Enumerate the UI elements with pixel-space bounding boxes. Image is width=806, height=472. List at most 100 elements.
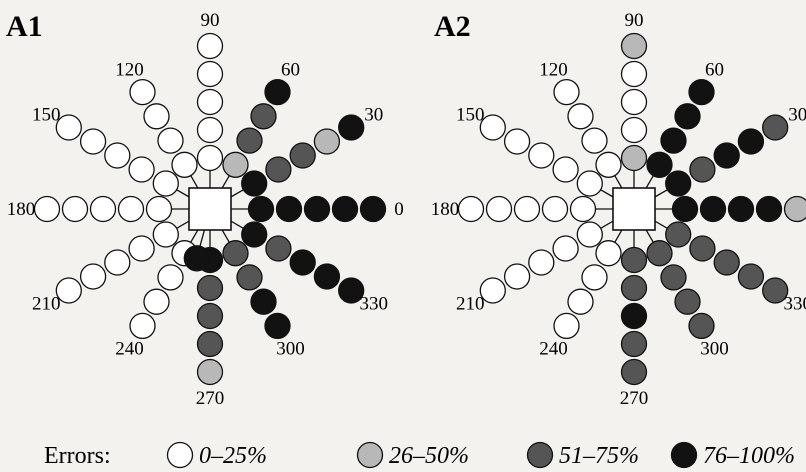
target-circle bbox=[620, 274, 648, 302]
target-circle bbox=[152, 221, 179, 248]
spoke-extra-12 bbox=[199, 229, 206, 247]
target-circle bbox=[145, 195, 173, 223]
target-circle bbox=[727, 195, 755, 223]
angle-label-150: 150 bbox=[32, 105, 61, 126]
target-circle bbox=[247, 195, 275, 223]
target-circle bbox=[331, 195, 359, 223]
target-circle bbox=[241, 170, 268, 197]
target-circle bbox=[620, 88, 648, 116]
angle-label-150: 150 bbox=[456, 105, 485, 126]
angle-label-180: 180 bbox=[431, 199, 460, 220]
target-circle bbox=[660, 127, 687, 154]
target-circle bbox=[183, 245, 210, 272]
target-circle bbox=[552, 156, 579, 183]
target-circle bbox=[275, 195, 303, 223]
target-circle bbox=[196, 330, 224, 358]
target-circle bbox=[783, 195, 806, 223]
target-circle bbox=[528, 249, 555, 276]
angle-label-270: 270 bbox=[620, 388, 649, 409]
target-circle bbox=[250, 288, 277, 315]
target-circle bbox=[128, 235, 155, 262]
angle-label-120: 120 bbox=[115, 60, 144, 81]
target-circle bbox=[755, 195, 783, 223]
angle-label-300: 300 bbox=[700, 338, 729, 359]
target-circle bbox=[196, 358, 224, 386]
target-circle bbox=[665, 170, 692, 197]
target-circle bbox=[104, 142, 131, 169]
target-circle bbox=[737, 128, 765, 155]
target-circle bbox=[55, 114, 82, 141]
target-circle bbox=[265, 235, 292, 262]
target-circle bbox=[61, 195, 89, 223]
target-circle bbox=[157, 264, 184, 291]
target-circle bbox=[553, 312, 580, 340]
target-circle bbox=[143, 288, 170, 315]
target-circle bbox=[236, 264, 263, 291]
target-circle bbox=[762, 114, 789, 141]
target-circle bbox=[569, 195, 597, 223]
target-circle bbox=[552, 235, 579, 262]
target-circle bbox=[620, 60, 648, 88]
target-circle bbox=[689, 235, 716, 262]
target-circle bbox=[152, 170, 179, 197]
legend-label: 51–75% bbox=[559, 443, 639, 469]
target-circle bbox=[674, 103, 701, 130]
target-circle bbox=[129, 312, 156, 340]
target-circle bbox=[222, 151, 249, 178]
target-circle bbox=[89, 195, 117, 223]
panel-label-a1: A1 bbox=[6, 10, 43, 43]
target-circle bbox=[671, 195, 699, 223]
target-circle bbox=[553, 78, 580, 106]
target-circle bbox=[737, 263, 765, 290]
target-circle bbox=[595, 151, 622, 178]
panel-label-a2: A2 bbox=[434, 10, 471, 43]
target-circle bbox=[595, 240, 622, 267]
angle-label-30: 30 bbox=[364, 105, 383, 126]
angle-label-90: 90 bbox=[201, 10, 220, 31]
target-circle bbox=[479, 277, 506, 304]
target-circle bbox=[117, 195, 145, 223]
legend-label: 76–100% bbox=[703, 443, 795, 469]
target-circle bbox=[674, 288, 701, 315]
target-circle bbox=[713, 249, 740, 276]
target-circle bbox=[313, 128, 341, 155]
target-circle bbox=[196, 144, 224, 172]
target-circle bbox=[688, 312, 715, 340]
target-circle bbox=[576, 170, 603, 197]
target-circle bbox=[503, 128, 531, 155]
angle-label-60: 60 bbox=[281, 60, 300, 81]
target-circle bbox=[79, 128, 107, 155]
angle-label-210: 210 bbox=[456, 294, 485, 315]
angle-label-0: 0 bbox=[394, 199, 404, 220]
target-circle bbox=[250, 103, 277, 130]
target-circle bbox=[196, 60, 224, 88]
target-circle bbox=[581, 264, 608, 291]
target-circle bbox=[236, 127, 263, 154]
target-circle bbox=[503, 263, 531, 290]
legend-swatch-51-75% bbox=[526, 441, 554, 469]
target-circle bbox=[196, 32, 224, 60]
legend-label: 0–25% bbox=[199, 443, 267, 469]
target-circle bbox=[620, 330, 648, 358]
angle-label-180: 180 bbox=[7, 199, 36, 220]
target-circle bbox=[665, 221, 692, 248]
target-circle bbox=[646, 151, 673, 178]
target-circle bbox=[55, 277, 82, 304]
panel-a1: A1 0 30 60 90 120 150 180 210 240 270 300 330 bbox=[6, 10, 404, 409]
angle-label-60: 60 bbox=[705, 60, 724, 81]
angle-label-240: 240 bbox=[115, 338, 144, 359]
target-circle bbox=[620, 144, 648, 172]
target-circle bbox=[620, 246, 648, 274]
target-circle bbox=[264, 78, 291, 106]
legend-title: Errors: bbox=[44, 443, 111, 469]
target-circle bbox=[485, 195, 513, 223]
target-circle bbox=[528, 142, 555, 169]
target-circle bbox=[660, 264, 687, 291]
target-circle bbox=[241, 221, 268, 248]
target-circle bbox=[762, 277, 789, 304]
target-circle bbox=[265, 156, 292, 183]
target-circle bbox=[567, 288, 594, 315]
target-circle bbox=[576, 221, 603, 248]
